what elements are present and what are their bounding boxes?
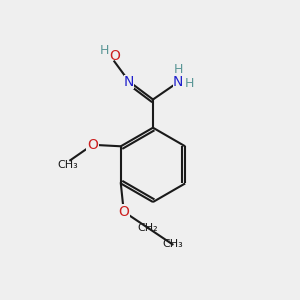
Text: N: N bbox=[173, 75, 183, 88]
Text: CH₃: CH₃ bbox=[57, 160, 78, 170]
Text: CH₃: CH₃ bbox=[162, 239, 183, 249]
Text: O: O bbox=[109, 49, 120, 63]
Text: O: O bbox=[87, 138, 98, 152]
Text: H: H bbox=[184, 77, 194, 90]
Text: H: H bbox=[100, 44, 110, 57]
Text: N: N bbox=[124, 75, 134, 88]
Text: H: H bbox=[173, 63, 183, 76]
Text: CH₂: CH₂ bbox=[138, 223, 158, 233]
Text: O: O bbox=[118, 205, 129, 219]
